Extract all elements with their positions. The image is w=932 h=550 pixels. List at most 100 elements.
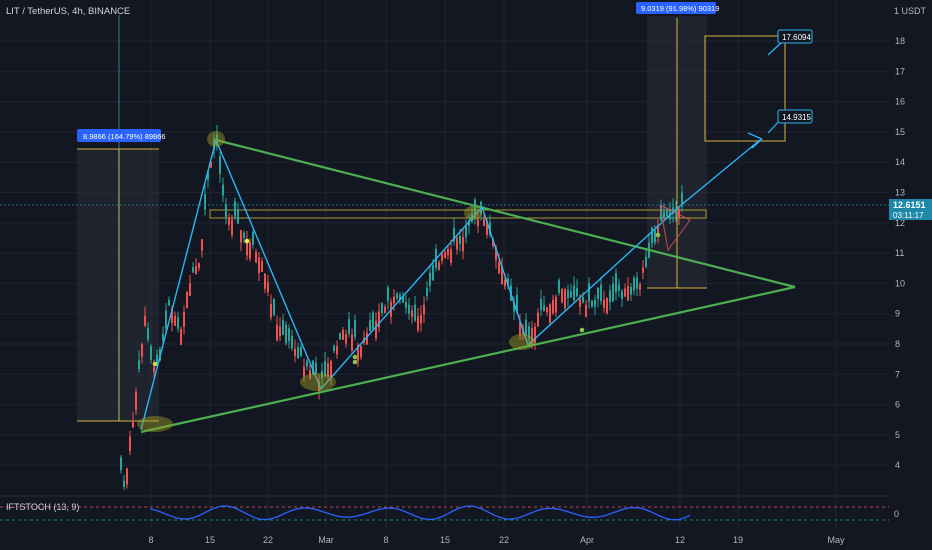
candle-body (603, 299, 605, 308)
candle-body (450, 249, 452, 263)
triangle-lower-line[interactable] (140, 285, 796, 434)
candle-body (609, 290, 611, 303)
zigzag-line[interactable] (140, 137, 761, 431)
pivot-highlight (137, 416, 173, 432)
price-axis[interactable] (889, 0, 932, 550)
time-tick: 15 (205, 535, 215, 545)
indicator-line (149, 505, 691, 521)
candle-body (333, 345, 335, 351)
current-price-badge (889, 199, 932, 220)
candle-body (336, 345, 338, 355)
indicator-title[interactable]: IFTSTOCH (13, 9) (6, 502, 79, 512)
price-tick: 14 (895, 157, 905, 167)
candle-body (138, 360, 140, 370)
candle-body (600, 284, 602, 302)
candle-body (249, 241, 251, 259)
price-tick: 15 (895, 127, 905, 137)
candle-body (474, 199, 476, 218)
candle-body (582, 297, 584, 303)
candle-body (462, 237, 464, 252)
pivot-highlight (509, 334, 535, 350)
candle-body (402, 296, 404, 303)
candle-body (219, 156, 221, 174)
candle-body (642, 267, 644, 273)
price-tick-labels: 18 17 16 15 14 13 12 11 10 9 8 7 6 5 4 (895, 36, 905, 470)
candle-body (225, 204, 227, 217)
candle-body (504, 279, 506, 287)
candle-body (294, 348, 296, 356)
price-tick: 7 (895, 369, 900, 379)
candle-body (246, 240, 248, 256)
candle-body (198, 263, 200, 269)
measure-label-left: 8.9866 (164.79%) 89866 (83, 132, 166, 141)
candle-body (441, 253, 443, 261)
projection-triangle[interactable] (659, 204, 691, 252)
candle-body (453, 227, 455, 242)
signal-dot (352, 359, 358, 365)
candle-body (270, 303, 272, 318)
candle-body (633, 277, 635, 291)
candle-body (405, 302, 407, 308)
candle-body (237, 209, 239, 224)
candle-body (186, 291, 188, 309)
time-tick: 22 (263, 535, 273, 545)
symbol-title[interactable]: LIT / TetherUS, 4h, BINANCE (6, 6, 130, 17)
candle-body (540, 299, 542, 310)
candle-body (411, 310, 413, 318)
candle-body (513, 302, 515, 312)
candle-body (135, 391, 137, 411)
candle-body (282, 319, 284, 335)
candle-body (285, 324, 287, 344)
time-axis[interactable]: 8 15 22 Mar 8 15 22 Apr 12 19 May (148, 535, 845, 545)
candle-body (591, 301, 593, 307)
candle-body (579, 299, 581, 307)
candle-body (150, 346, 152, 361)
candle-body (129, 436, 131, 451)
candle-body (429, 272, 431, 286)
price-tick: 8 (895, 339, 900, 349)
candle-body (399, 294, 401, 300)
target-box[interactable] (704, 35, 786, 142)
target-upper-box[interactable] (777, 29, 813, 44)
resistance-band[interactable] (209, 209, 707, 219)
candle-body (555, 296, 557, 313)
candle-body (432, 265, 434, 281)
candle-body (192, 267, 194, 273)
candle-body (483, 219, 485, 227)
candle-body (570, 291, 572, 298)
candle-body (516, 294, 518, 313)
candle-body (195, 265, 197, 275)
candle-body (339, 333, 341, 340)
candle-body (126, 468, 128, 485)
candle-body (495, 247, 497, 261)
candle-body (681, 192, 683, 207)
candle-body (549, 304, 551, 323)
measure-box-left[interactable] (77, 149, 159, 421)
pivot-highlight (300, 373, 336, 391)
candle-body (213, 138, 215, 150)
candle-body (420, 314, 422, 324)
candle-body (168, 299, 170, 306)
candle-body (459, 236, 461, 244)
target-lower-box[interactable] (777, 109, 813, 124)
candle-body (477, 219, 479, 227)
candle-body (525, 320, 527, 336)
candle-body (498, 262, 500, 274)
candle-body (312, 360, 314, 376)
time-tick: 12 (675, 535, 685, 545)
candle-body (408, 304, 410, 314)
price-tick: 4 (895, 460, 900, 470)
candle-body (651, 227, 653, 244)
candle-body (255, 252, 257, 263)
candle-body (147, 328, 149, 340)
candle-body (519, 322, 521, 336)
candle-body (552, 299, 554, 314)
candle-body (594, 300, 596, 307)
candle-body (666, 209, 668, 217)
signal-dot (352, 354, 358, 360)
countdown-label: 03:11:17 (893, 211, 924, 220)
candle-body (585, 304, 587, 317)
candle-body (372, 312, 374, 329)
triangle-upper-line[interactable] (215, 138, 796, 289)
